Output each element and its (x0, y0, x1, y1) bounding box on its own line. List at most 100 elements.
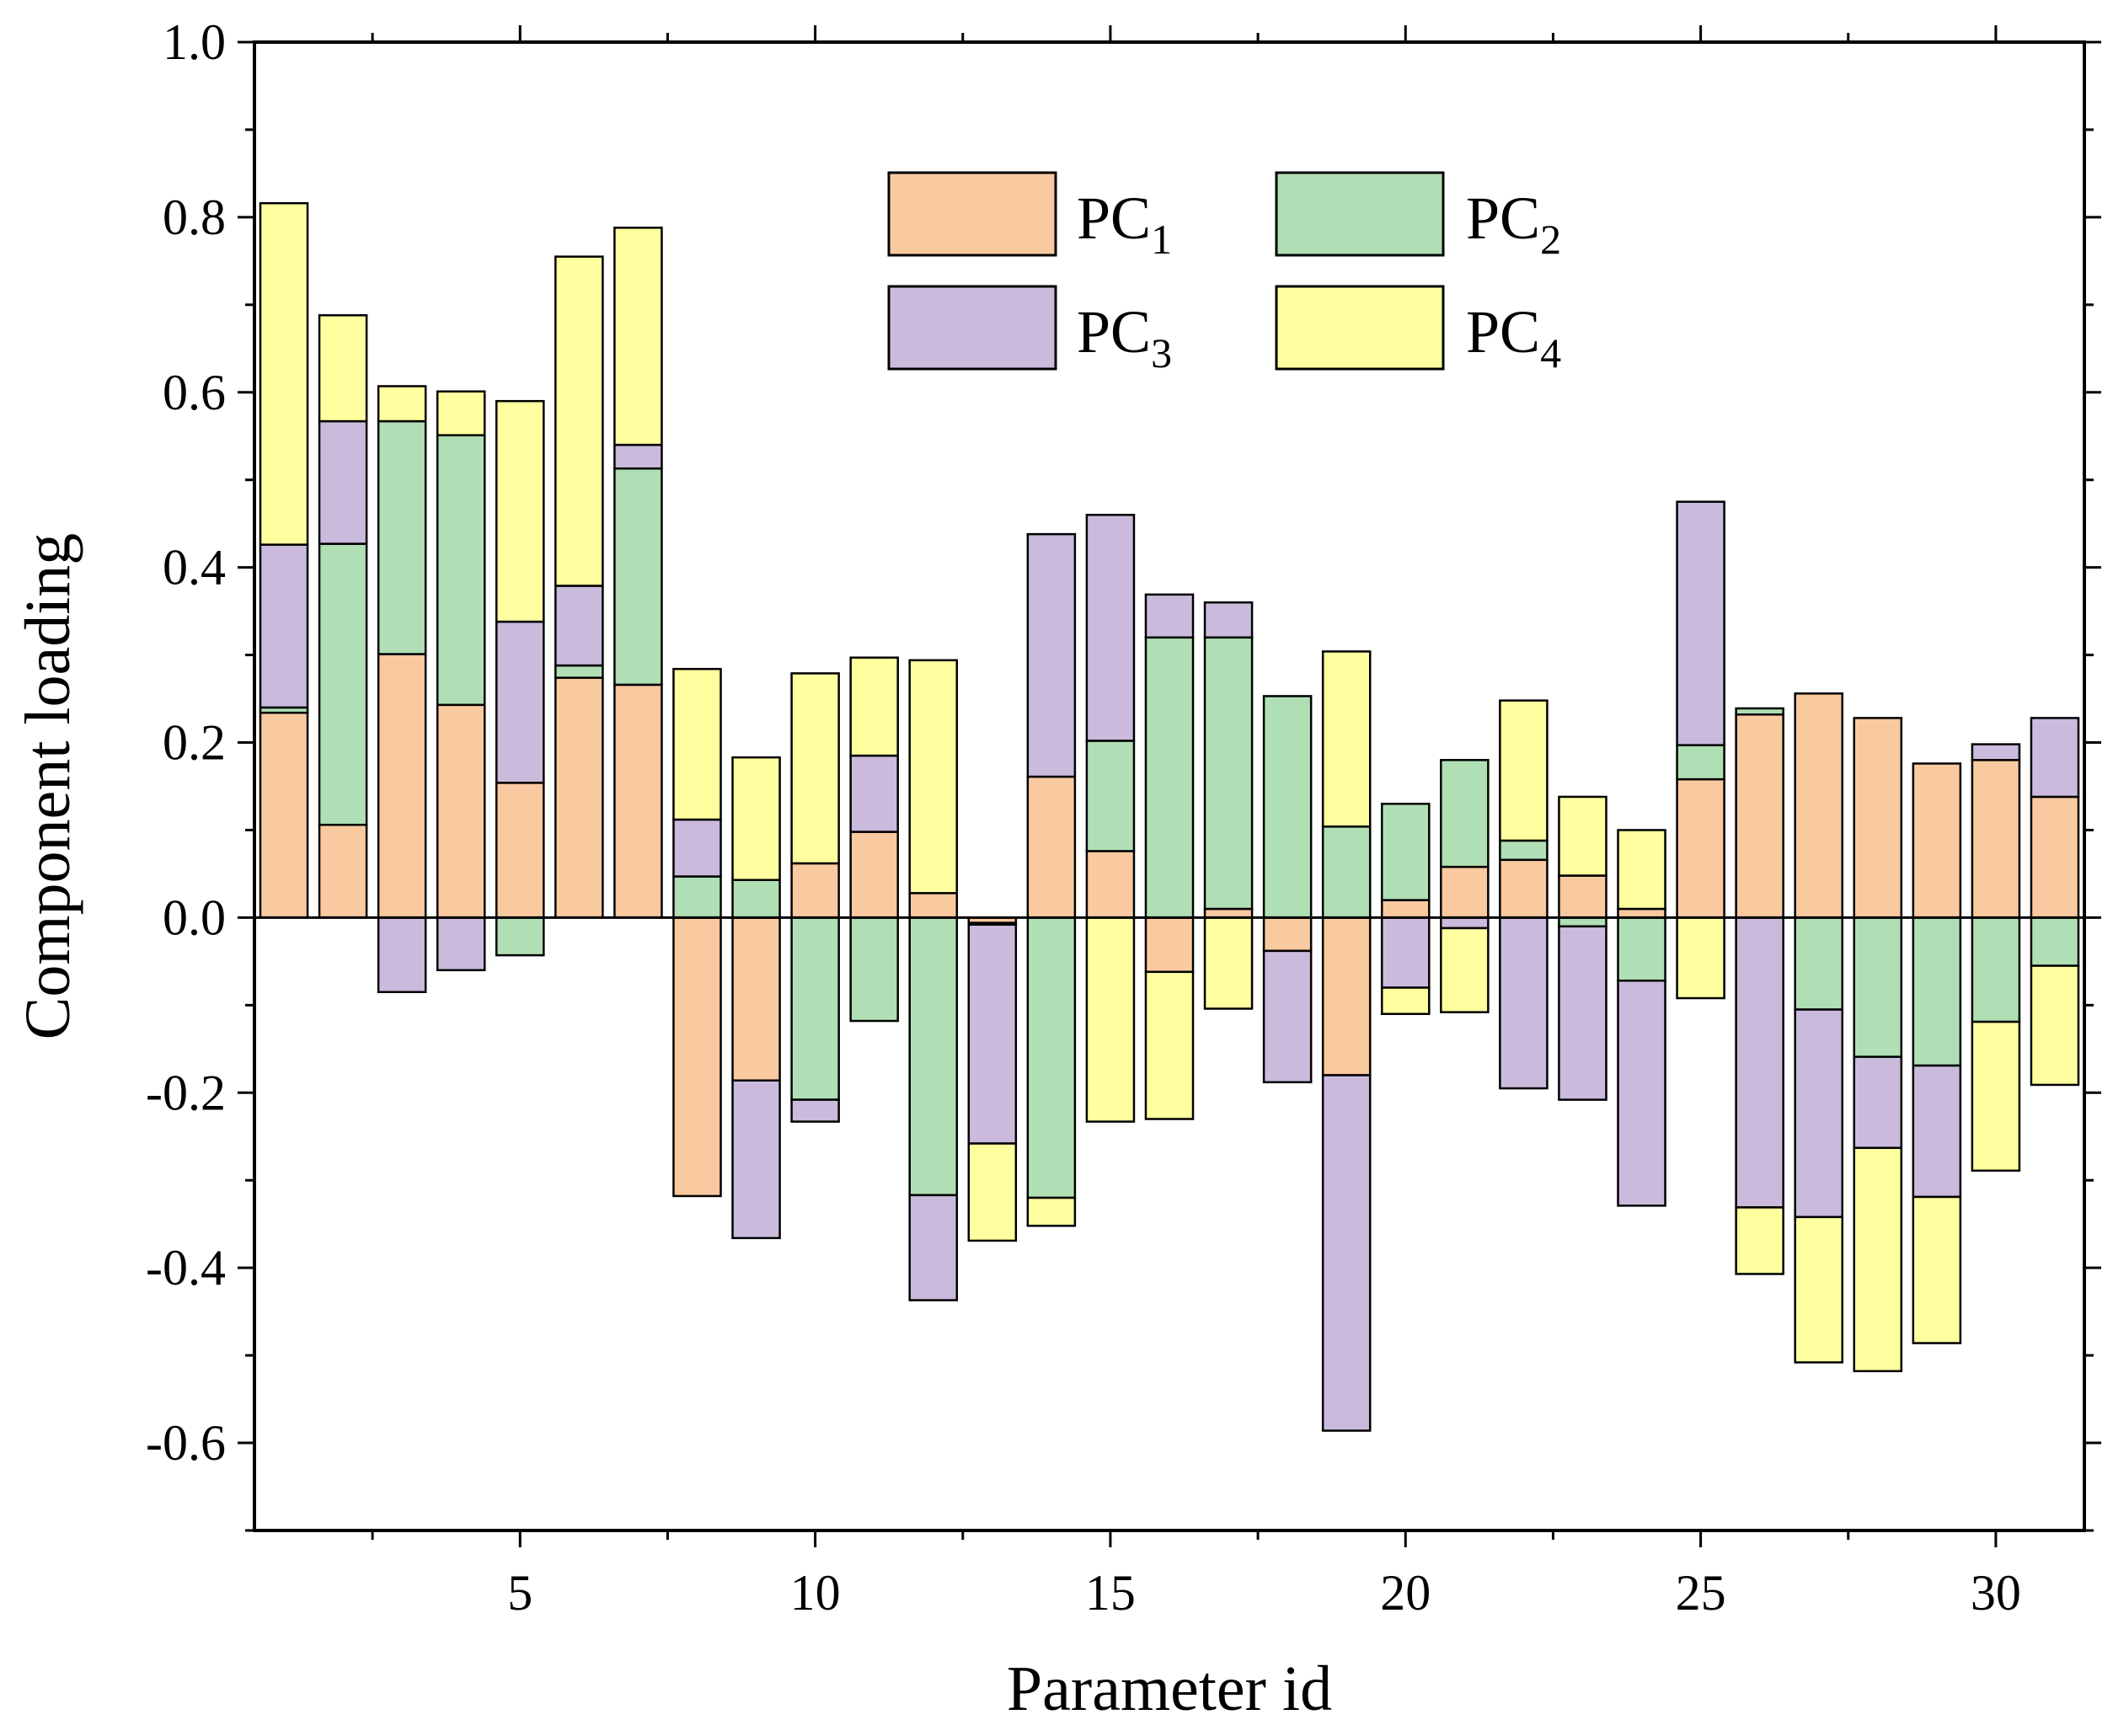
bar-pc1-param-6 (554, 676, 604, 919)
bar-pc4-param-3 (377, 385, 427, 423)
y-tick-label: 0.4 (163, 540, 226, 596)
bar-pc4-param-7 (613, 227, 663, 446)
bars-layer (259, 202, 2080, 1432)
legend-label-pc3: PC3 (1077, 298, 1172, 377)
bar-pc3-param-16 (1144, 593, 1195, 639)
legend-label-pc4: PC4 (1466, 298, 1561, 377)
bar-pc3-param-12 (908, 1194, 959, 1301)
bar-pc3-param-13 (967, 923, 1018, 1145)
bar-pc2-param-23 (1558, 916, 1607, 928)
bar-pc4-param-2 (318, 314, 368, 423)
y-tick-label: 0.2 (163, 715, 226, 771)
bar-pc3-param-20 (1380, 916, 1431, 989)
bar-pc4-param-29 (1912, 1195, 1962, 1344)
bar-pc3-param-26 (1735, 916, 1784, 1209)
legend-swatch-pc3 (887, 285, 1057, 371)
bar-pc4-param-1 (259, 202, 309, 546)
legend-label-pc1: PC1 (1077, 184, 1172, 263)
bar-pc4-param-25 (1676, 916, 1725, 1000)
bar-pc2-param-27 (1794, 916, 1843, 1011)
x-tick-label: 5 (507, 1565, 532, 1621)
bar-pc2-param-24 (1617, 916, 1666, 982)
bar-pc3-param-29 (1912, 1064, 1962, 1199)
bar-pc2-param-29 (1912, 916, 1962, 1067)
plot-frame (253, 40, 2086, 1532)
labels-layer: -0.6 -0.4 -0.2 0.0 0.2 0.4 0.6 0.8 1.0 5 10 15 20 25 3… (146, 14, 2021, 1621)
bar-pc4-param-8 (672, 667, 722, 821)
bar-pc3-param-15 (1085, 514, 1136, 742)
x-tick-label: 25 (1676, 1565, 1726, 1621)
bar-pc1-param-7 (613, 683, 663, 919)
bar-pc3-param-30 (1971, 743, 2021, 761)
bar-pc3-param-6 (554, 585, 604, 667)
bar-pc2-param-19 (1321, 825, 1372, 919)
bar-pc4-param-22 (1499, 699, 1549, 842)
bar-pc2-param-25 (1676, 744, 1725, 781)
bar-pc1-param-28 (1853, 717, 1903, 919)
bar-pc3-param-19 (1321, 1074, 1372, 1432)
bar-pc3-param-23 (1558, 925, 1607, 1101)
bar-pc1-param-11 (849, 831, 899, 919)
bar-pc4-param-30 (1971, 1020, 2021, 1172)
bar-pc3-param-2 (318, 419, 368, 545)
bar-pc1-param-16 (1144, 916, 1195, 974)
bar-pc4-param-28 (1853, 1146, 1903, 1373)
bar-pc3-param-17 (1203, 601, 1254, 639)
bar-pc2-param-16 (1144, 636, 1195, 919)
bar-pc3-param-24 (1617, 979, 1666, 1207)
bar-pc1-param-10 (790, 862, 840, 919)
bar-pc2-param-31 (2030, 916, 2080, 967)
bar-pc2-param-17 (1203, 636, 1254, 911)
y-tick-label: 1.0 (163, 14, 226, 70)
bar-pc1-param-29 (1912, 762, 1962, 919)
bar-pc2-param-6 (554, 664, 604, 679)
bar-pc2-param-8 (672, 875, 722, 919)
bar-pc3-param-8 (672, 818, 722, 878)
bar-pc1-param-23 (1558, 874, 1607, 919)
bar-pc2-param-21 (1440, 759, 1490, 868)
bar-pc4-param-24 (1617, 829, 1666, 911)
x-tick-label: 10 (790, 1565, 841, 1621)
bar-pc1-param-15 (1085, 850, 1136, 919)
bar-pc3-param-27 (1794, 1008, 1843, 1219)
legend-label-pc2: PC2 (1466, 184, 1561, 263)
bar-pc4-param-14 (1026, 1196, 1077, 1227)
bar-pc2-param-5 (495, 916, 545, 957)
bar-pc1-param-22 (1499, 858, 1549, 919)
bar-pc1-param-27 (1794, 692, 1843, 919)
bar-pc2-param-7 (613, 467, 663, 686)
bar-pc1-param-2 (318, 823, 368, 919)
bar-pc4-param-12 (908, 659, 959, 895)
bar-pc3-param-10 (790, 1098, 840, 1123)
y-tick-label: 0.6 (163, 365, 226, 420)
bar-pc4-param-5 (495, 399, 545, 623)
bar-pc4-param-17 (1203, 916, 1254, 1010)
y-axis-title: Component loading (13, 533, 83, 1040)
bar-pc3-param-11 (849, 754, 899, 833)
bar-pc4-param-6 (554, 255, 604, 587)
legend: PC1 PC2 PC3 PC4 (887, 171, 1561, 377)
bar-pc3-param-21 (1440, 916, 1490, 930)
bar-pc3-param-1 (259, 543, 309, 709)
y-tick-label: -0.6 (146, 1415, 226, 1471)
bar-pc3-param-31 (2030, 717, 2080, 799)
bar-pc1-param-5 (495, 782, 545, 919)
bar-pc1-param-12 (908, 892, 959, 919)
bar-pc4-param-4 (436, 390, 486, 436)
legend-swatch-pc4 (1275, 285, 1445, 371)
bar-pc2-param-2 (318, 542, 368, 826)
bar-pc4-param-31 (2030, 964, 2080, 1087)
bar-pc4-param-23 (1558, 795, 1607, 877)
ticks-layer (238, 25, 2101, 1547)
bar-pc1-param-3 (377, 653, 427, 919)
bar-pc2-param-11 (849, 916, 899, 1023)
bar-pc2-param-14 (1026, 916, 1077, 1199)
bar-pc3-param-18 (1262, 949, 1313, 1084)
bar-pc1-param-20 (1380, 899, 1431, 919)
bar-pc2-param-10 (790, 916, 840, 1101)
bar-pc1-param-30 (1971, 759, 2021, 919)
x-tick-label: 20 (1380, 1565, 1431, 1621)
bar-pc3-param-28 (1853, 1055, 1903, 1150)
x-tick-label: 30 (1971, 1565, 2021, 1621)
